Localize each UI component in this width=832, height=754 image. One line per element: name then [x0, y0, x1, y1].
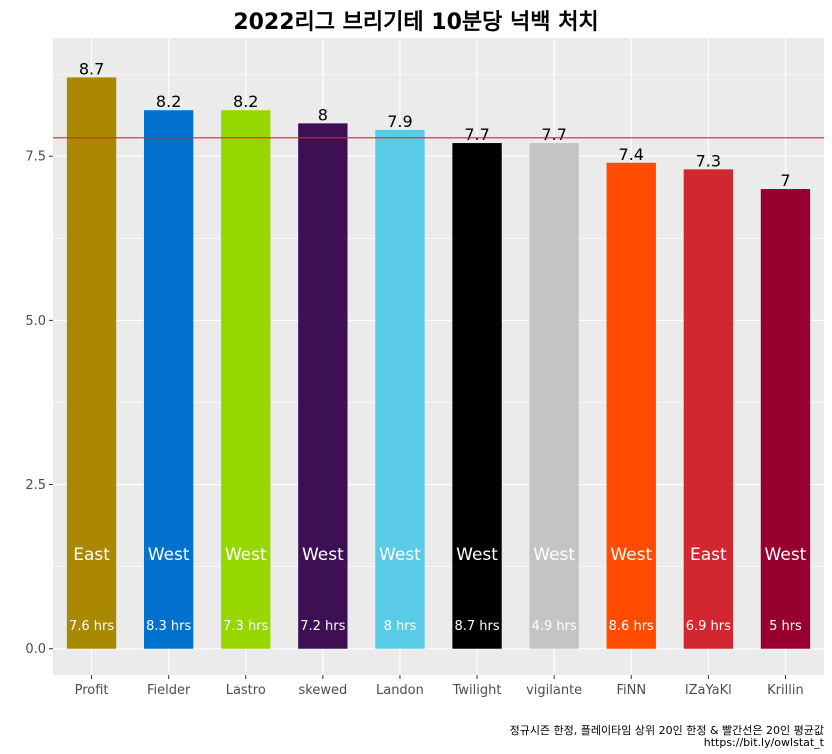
bar-region-label: West [610, 545, 652, 565]
bar-value-label: 7.7 [464, 125, 489, 144]
bar-hours-label: 8 hrs [384, 619, 417, 634]
bar-value-label: 8.7 [79, 59, 104, 78]
bar-hours-label: 4.9 hrs [532, 619, 577, 634]
bar-hours-label: 5 hrs [769, 619, 802, 634]
x-tick-label: FiNN [616, 683, 646, 698]
x-tick-label: Krillin [767, 683, 804, 698]
bar-value-label: 7.7 [541, 125, 566, 144]
bar-value-label: 7.4 [619, 145, 644, 164]
bar-vigilante [529, 143, 579, 649]
x-tick-label: Fielder [147, 683, 191, 698]
bar-region-label: West [379, 545, 421, 565]
bar-Fielder [143, 110, 194, 649]
y-tick-label: 7.5 [25, 150, 46, 165]
source-url-caption: https://bit.ly/owlstat_t [703, 736, 824, 749]
bar-Twilight [452, 143, 502, 649]
bar-Profit [66, 77, 117, 649]
x-tick-label: vigilante [526, 683, 582, 698]
x-tick-label: Landon [376, 683, 424, 698]
bar-value-label: 7 [780, 171, 790, 190]
bar-Landon [375, 129, 425, 649]
bar-lZaYaKl [683, 169, 734, 649]
y-tick-label: 0.0 [25, 642, 46, 657]
bar-region-label: West [302, 545, 344, 565]
bar-region-label: West [148, 545, 190, 565]
bar-hours-label: 8.6 hrs [609, 619, 654, 634]
footnote-caption: 정규시즌 한정, 플레이타임 상위 20인 한정 & 빨간선은 20인 평균값 [509, 724, 824, 737]
bar-hours-label: 8.7 hrs [454, 619, 499, 634]
x-tick-label: Twilight [452, 683, 502, 698]
x-tick-label: lZaYaKl [685, 683, 732, 698]
y-tick-label: 5.0 [25, 314, 46, 329]
bar-hours-label: 7.2 hrs [300, 619, 345, 634]
x-tick-label: Lastro [226, 683, 266, 698]
bar-region-label: East [73, 545, 110, 565]
bar-value-label: 8.2 [156, 92, 181, 111]
bar-hours-label: 8.3 hrs [146, 619, 191, 634]
bar-region-label: West [456, 545, 498, 565]
chart-title: 2022리그 브리기테 10분당 넉백 처치 [233, 10, 599, 35]
bar-FiNN [606, 162, 656, 649]
bar-value-label: 8.2 [233, 92, 258, 111]
x-tick-label: skewed [298, 683, 347, 698]
bar-value-label: 8 [318, 105, 328, 124]
bar-Lastro [221, 110, 271, 649]
x-tick-label: Profit [75, 683, 109, 698]
bar-hours-label: 6.9 hrs [686, 619, 731, 634]
bar-region-label: East [690, 545, 727, 565]
bar-value-label: 7.3 [696, 151, 721, 170]
bar-Krillin [760, 189, 811, 649]
bar-value-label: 7.9 [387, 112, 412, 131]
bar-region-label: West [533, 545, 575, 565]
bar-hours-label: 7.6 hrs [69, 619, 114, 634]
bar-region-label: West [765, 545, 807, 565]
bar-skewed [298, 123, 348, 649]
y-tick-label: 2.5 [25, 478, 46, 493]
bar-hours-label: 7.3 hrs [223, 619, 268, 634]
bar-region-label: West [225, 545, 267, 565]
